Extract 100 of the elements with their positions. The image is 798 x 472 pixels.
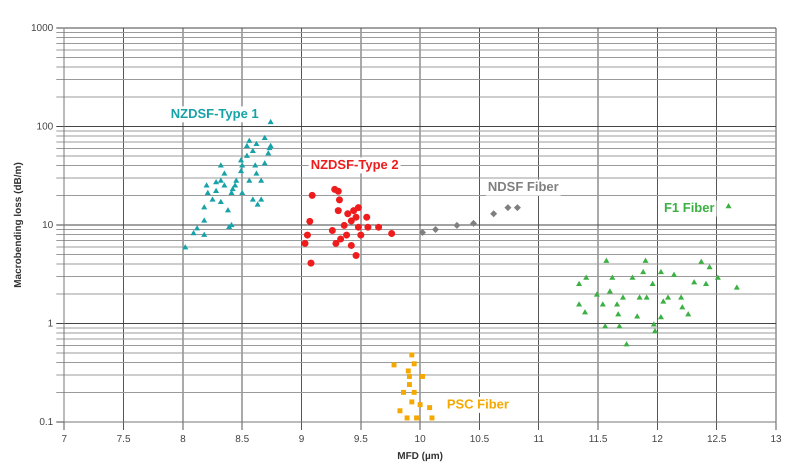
- x-axis-title: MFD (µm): [397, 450, 444, 462]
- point: [364, 224, 372, 231]
- y-tick-label: 1: [48, 318, 54, 330]
- point: [685, 311, 692, 316]
- point: [307, 260, 314, 267]
- point: [213, 188, 220, 194]
- y-axis-title: Macrobending loss (dB/m): [12, 162, 24, 288]
- point: [640, 268, 646, 274]
- point: [375, 224, 382, 231]
- y-tick-label: 100: [36, 121, 54, 132]
- x-tick-label: 7: [61, 434, 68, 445]
- point: [644, 294, 650, 300]
- point: [453, 222, 460, 229]
- point: [348, 217, 355, 224]
- x-tick-label: 10: [414, 434, 426, 445]
- point: [201, 232, 208, 237]
- point: [582, 309, 588, 314]
- point: [576, 301, 582, 307]
- point: [609, 274, 616, 280]
- point: [340, 222, 348, 229]
- point: [348, 242, 355, 249]
- point: [308, 192, 316, 199]
- point: [470, 220, 478, 227]
- point: [352, 214, 360, 221]
- x-tick-label: 9: [298, 434, 305, 445]
- point: [357, 232, 364, 239]
- point: [182, 244, 188, 250]
- point: [201, 217, 208, 223]
- x-tick-label: 7.5: [116, 434, 131, 445]
- point: [652, 328, 658, 334]
- point: [594, 291, 600, 297]
- point: [204, 190, 211, 196]
- point: [190, 230, 197, 236]
- point: [734, 284, 740, 290]
- point: [397, 408, 402, 414]
- point: [328, 226, 336, 234]
- point: [418, 402, 423, 408]
- x-tick-label: 12: [652, 434, 664, 445]
- point: [702, 280, 710, 286]
- x-tick-label: 11: [534, 434, 544, 445]
- point: [252, 162, 258, 168]
- point: [691, 279, 698, 284]
- point: [665, 294, 672, 300]
- point: [430, 415, 434, 420]
- point: [238, 168, 244, 174]
- point: [233, 177, 240, 183]
- point: [354, 224, 362, 231]
- point: [406, 368, 411, 374]
- series-label: PSC Fiber: [446, 396, 509, 412]
- point: [304, 232, 311, 239]
- point: [504, 204, 512, 212]
- point: [302, 240, 309, 247]
- point: [334, 207, 342, 214]
- point: [244, 152, 250, 158]
- point: [698, 258, 704, 264]
- point: [332, 240, 340, 247]
- point: [427, 405, 432, 410]
- point: [221, 182, 228, 188]
- y-tick-label: 1000: [30, 22, 54, 34]
- point: [250, 196, 256, 202]
- point: [401, 390, 406, 395]
- point: [201, 204, 208, 210]
- point: [250, 148, 256, 154]
- point: [343, 232, 350, 239]
- x-tick-label: 9.5: [354, 434, 368, 445]
- point: [432, 226, 440, 234]
- point: [642, 258, 649, 263]
- series-label: F1 Fiber: [664, 200, 715, 216]
- point: [306, 218, 314, 225]
- point: [363, 214, 370, 221]
- point: [204, 182, 210, 188]
- point: [337, 236, 344, 243]
- point: [238, 157, 244, 162]
- point: [258, 177, 264, 183]
- point: [614, 301, 620, 307]
- point: [658, 314, 664, 320]
- point: [576, 280, 582, 286]
- point: [620, 294, 626, 300]
- point: [244, 142, 250, 148]
- point: [388, 230, 396, 237]
- point: [414, 415, 420, 420]
- point: [232, 182, 238, 188]
- point: [629, 274, 636, 280]
- point: [490, 210, 498, 218]
- point: [650, 321, 657, 327]
- x-tick-label: 8.5: [235, 434, 250, 445]
- point: [624, 341, 630, 346]
- x-tick-label: 8: [180, 434, 186, 445]
- point: [602, 323, 608, 328]
- series-label: NZDSF-Type 2: [310, 156, 399, 172]
- point: [409, 352, 414, 358]
- point: [253, 170, 260, 176]
- x-tick-label: 10.5: [470, 434, 490, 445]
- point: [636, 294, 643, 300]
- point: [344, 210, 352, 218]
- point: [209, 196, 216, 202]
- point: [258, 196, 264, 202]
- point: [412, 390, 417, 395]
- y-tick-label: 0.1: [39, 416, 54, 428]
- point: [679, 304, 686, 310]
